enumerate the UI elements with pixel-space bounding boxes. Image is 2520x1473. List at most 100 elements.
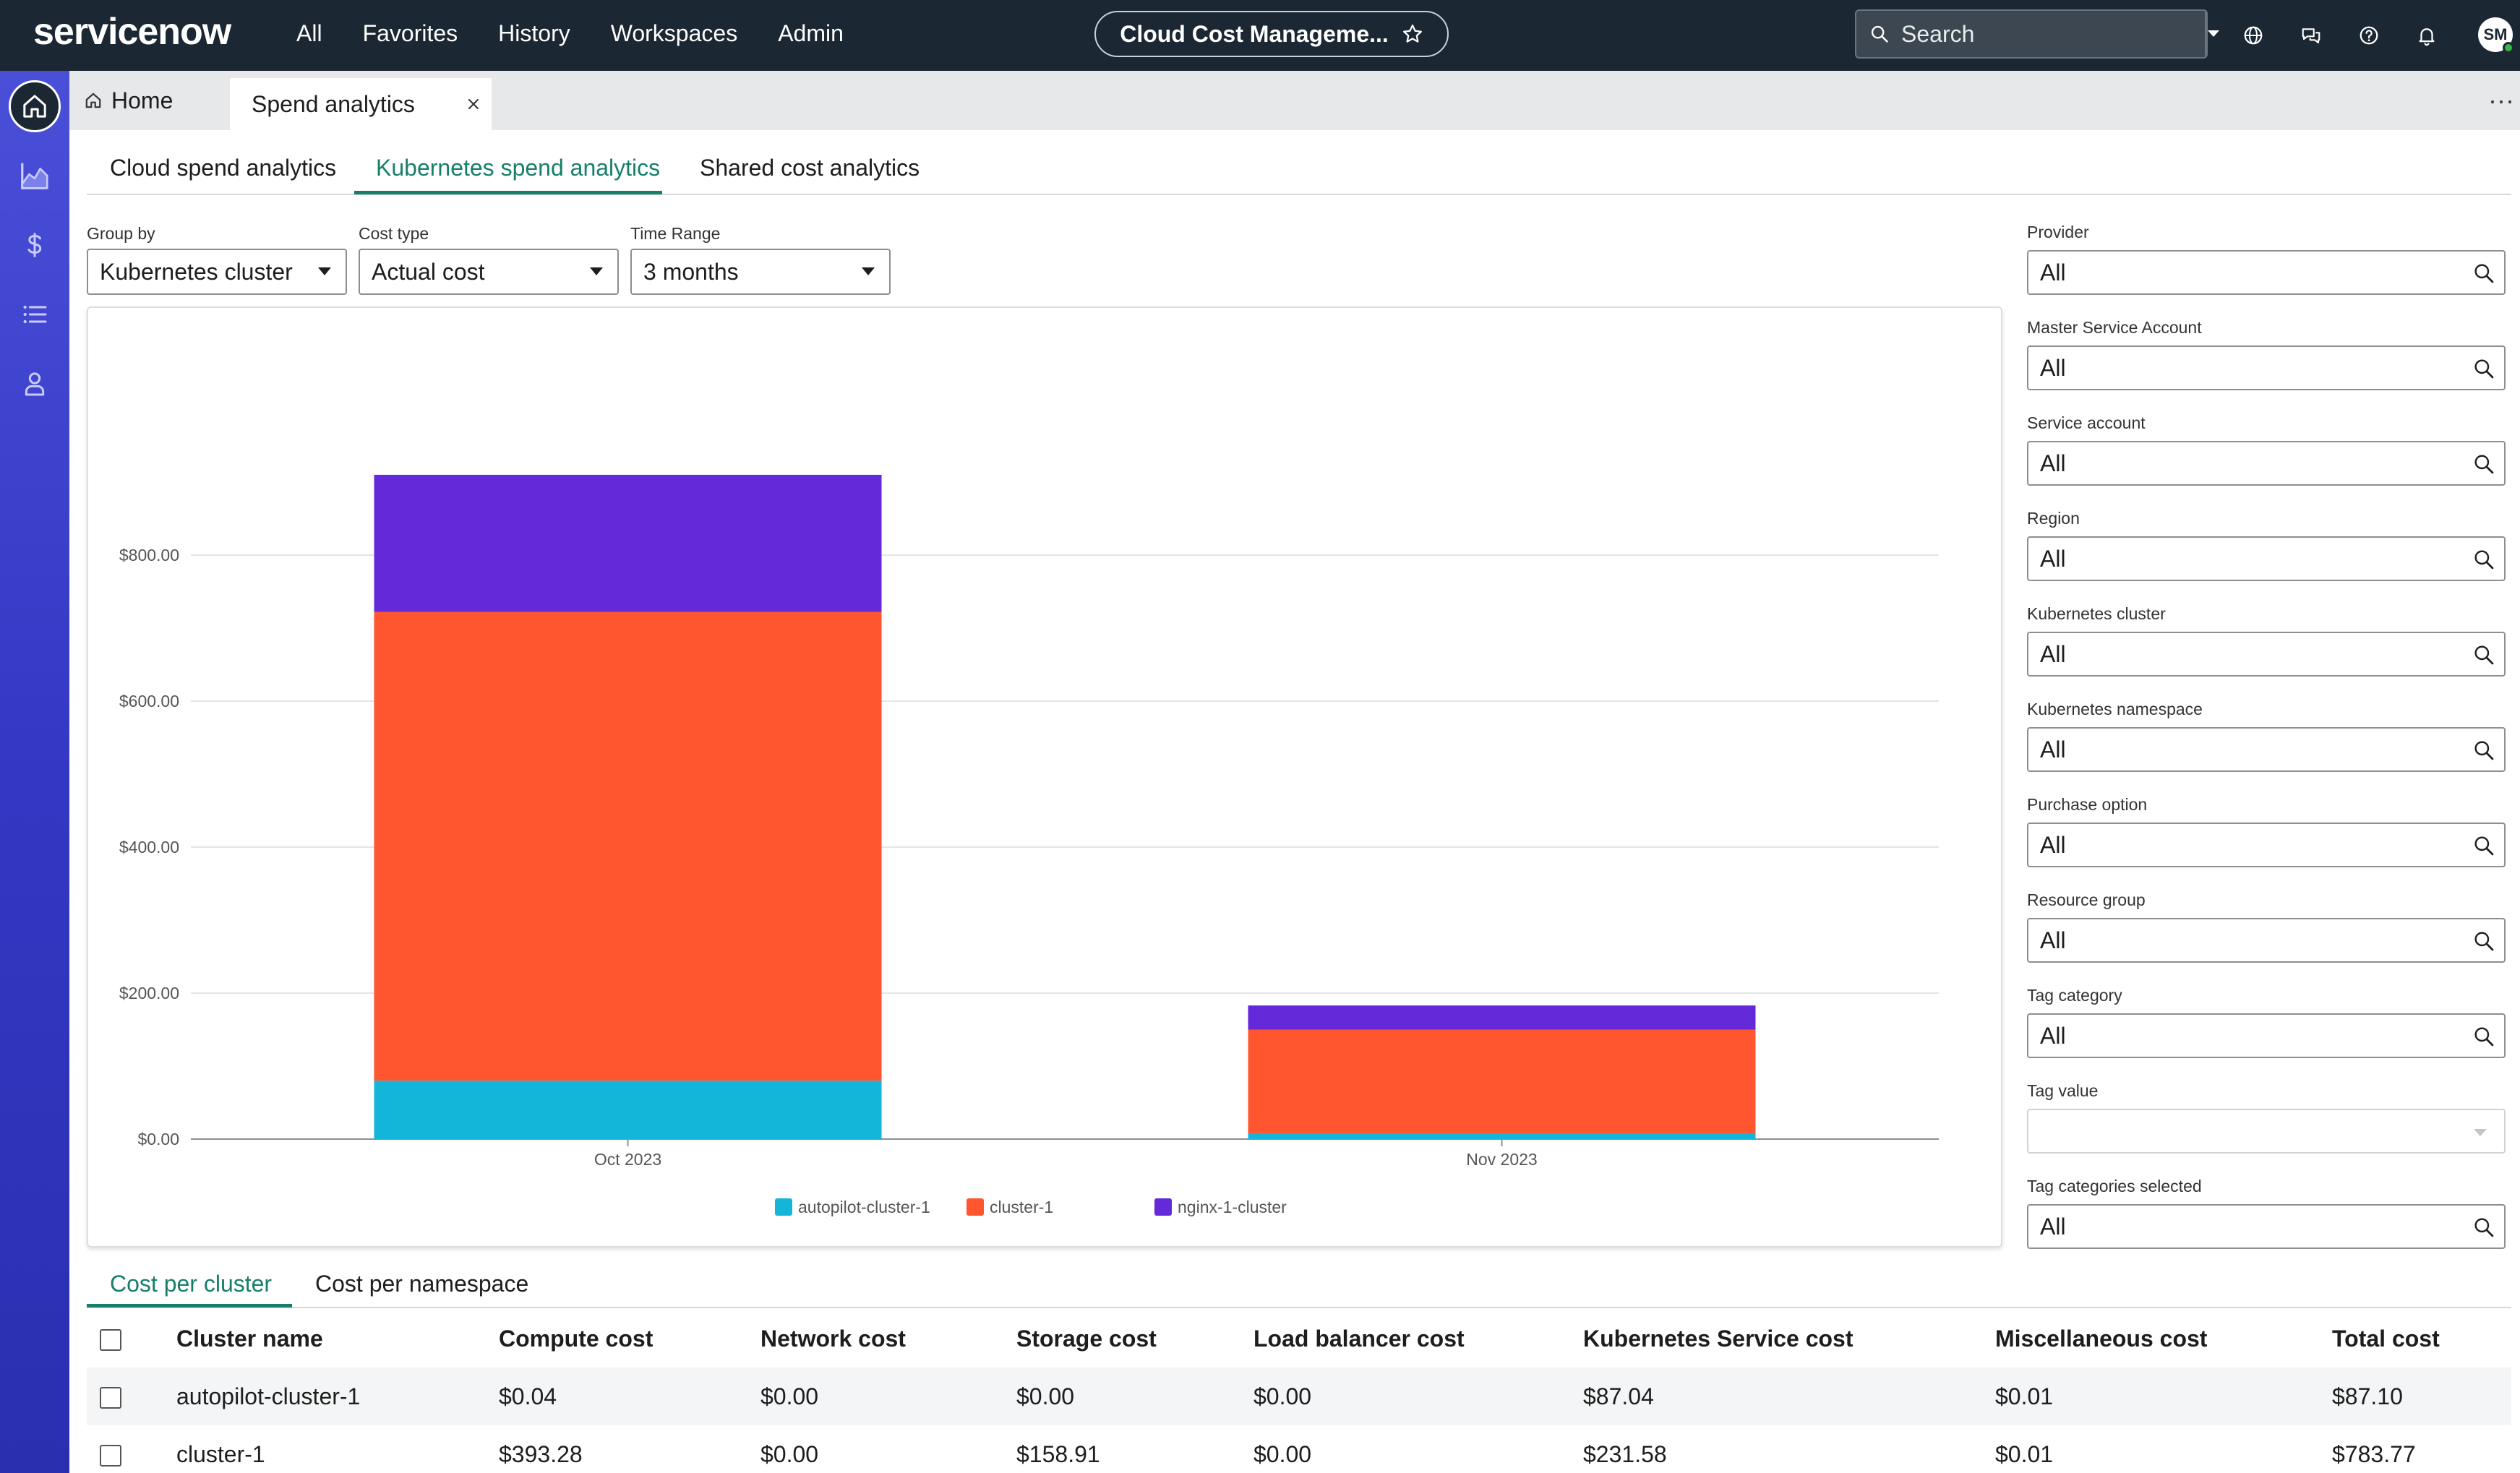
- cost-type-select[interactable]: Actual cost: [359, 249, 619, 295]
- col-cluster-name[interactable]: Cluster name: [176, 1325, 323, 1352]
- search-icon[interactable]: [2472, 929, 2495, 953]
- kubernetes-namespace-filter[interactable]: All: [2027, 727, 2506, 772]
- more-icon[interactable]: ···: [2488, 85, 2514, 115]
- cell-kubernetes-service-cost: $87.04: [1583, 1383, 1654, 1409]
- legend-swatch: [1154, 1198, 1172, 1216]
- cell-miscellaneous-cost: $0.01: [1995, 1383, 2054, 1409]
- row-checkbox[interactable]: [100, 1387, 121, 1409]
- active-tab-indicator: [354, 191, 662, 194]
- nav-history[interactable]: History: [498, 20, 570, 46]
- nav-all[interactable]: All: [296, 20, 322, 46]
- tab-kubernetes-spend[interactable]: Kubernetes spend analytics: [376, 155, 661, 181]
- active-tab-indicator: [87, 1304, 292, 1307]
- tag-value-filter[interactable]: [2027, 1109, 2506, 1154]
- tab-home[interactable]: Home: [84, 82, 173, 119]
- col-load-balancer-cost[interactable]: Load balancer cost: [1253, 1325, 1465, 1352]
- search-icon[interactable]: [2472, 834, 2495, 857]
- tag-category-value: All: [2040, 1022, 2066, 1049]
- search-scope-dropdown[interactable]: [2205, 11, 2221, 57]
- time-range-select[interactable]: 3 months: [630, 249, 891, 295]
- select-all-checkbox[interactable]: [100, 1329, 121, 1351]
- col-total-cost[interactable]: Total cost: [2332, 1325, 2440, 1352]
- cell-load-balancer-cost: $0.00: [1253, 1440, 1312, 1467]
- globe-icon[interactable]: [2237, 19, 2270, 52]
- legend-label: autopilot-cluster-1: [798, 1198, 930, 1216]
- servicenow-logo[interactable]: servicenow: [33, 11, 231, 53]
- provider-value: All: [2040, 259, 2066, 285]
- rail-cost[interactable]: [0, 220, 69, 270]
- user-avatar[interactable]: SM: [2478, 17, 2514, 53]
- resource-group-filter[interactable]: All: [2027, 918, 2506, 963]
- col-compute-cost[interactable]: Compute cost: [499, 1325, 653, 1352]
- tag-category-filter[interactable]: All: [2027, 1013, 2506, 1058]
- cell-storage-cost: $158.91: [1016, 1440, 1100, 1467]
- tab-shared-cost[interactable]: Shared cost analytics: [700, 155, 920, 181]
- rail-list[interactable]: [0, 289, 69, 340]
- rail-home[interactable]: [0, 80, 69, 132]
- search-icon[interactable]: [2472, 739, 2495, 762]
- region-filter[interactable]: All: [2027, 536, 2506, 581]
- search-icon[interactable]: [2472, 1216, 2495, 1239]
- home-icon: [85, 93, 101, 108]
- rail-user[interactable]: [0, 358, 69, 409]
- rail-analytics[interactable]: [0, 150, 69, 201]
- cell-cluster-name[interactable]: cluster-1: [176, 1440, 265, 1467]
- tag-categories-selected-value: All: [2040, 1213, 2066, 1240]
- home-icon: [9, 80, 61, 132]
- line-chart-icon: [21, 163, 48, 189]
- region-value: All: [2040, 545, 2066, 572]
- tag-categories-selected-filter[interactable]: All: [2027, 1204, 2506, 1249]
- master-service-account-label: Master Service Account: [2027, 318, 2202, 337]
- purchase-option-value: All: [2040, 831, 2066, 858]
- legend-swatch: [775, 1198, 792, 1216]
- bar-cluster-1-1: [1248, 1029, 1756, 1133]
- service-account-value: All: [2040, 450, 2066, 476]
- purchase-option-filter[interactable]: All: [2027, 823, 2506, 867]
- person-icon: [25, 372, 45, 396]
- y-tick-label: $600.00: [119, 692, 179, 710]
- cell-cluster-name[interactable]: autopilot-cluster-1: [176, 1383, 361, 1409]
- row-checkbox[interactable]: [100, 1445, 121, 1466]
- close-tab-button[interactable]: [455, 97, 492, 111]
- search-icon[interactable]: [2472, 262, 2495, 285]
- tab-cost-per-namespace[interactable]: Cost per namespace: [315, 1271, 529, 1297]
- search-icon[interactable]: [2472, 357, 2495, 380]
- analytics-tabs: Cloud spend analytics Kubernetes spend a…: [87, 142, 2511, 195]
- kubernetes-cluster-filter[interactable]: All: [2027, 632, 2506, 677]
- col-network-cost[interactable]: Network cost: [760, 1325, 906, 1352]
- search-icon[interactable]: [2472, 452, 2495, 476]
- master-service-account-filter[interactable]: All: [2027, 345, 2506, 390]
- nav-workspaces[interactable]: Workspaces: [610, 20, 738, 46]
- tab-spend-analytics[interactable]: Spend analytics: [230, 78, 492, 130]
- help-icon[interactable]: [2352, 19, 2386, 52]
- col-miscellaneous-cost[interactable]: Miscellaneous cost: [1995, 1325, 2208, 1352]
- nav-admin[interactable]: Admin: [778, 20, 844, 46]
- y-tick-label: $800.00: [119, 546, 179, 564]
- app-title-pill[interactable]: Cloud Cost Manageme...: [1094, 11, 1449, 57]
- search-icon[interactable]: [2472, 548, 2495, 571]
- x-tick-label: Oct 2023: [594, 1150, 661, 1169]
- bar-nginx-1-cluster-1: [1248, 1005, 1756, 1030]
- group-by-select[interactable]: Kubernetes cluster: [87, 249, 347, 295]
- col-kubernetes-service-cost[interactable]: Kubernetes Service cost: [1583, 1325, 1853, 1352]
- star-icon[interactable]: [1402, 23, 1423, 45]
- provider-filter[interactable]: All: [2027, 250, 2506, 295]
- nav-favorites[interactable]: Favorites: [362, 20, 458, 46]
- kubernetes-cluster-label: Kubernetes cluster: [2027, 604, 2166, 623]
- table-row[interactable]: autopilot-cluster-1 $0.04 $0.00 $0.00 $0…: [87, 1367, 2511, 1425]
- tag-categories-selected-label: Tag categories selected: [2027, 1177, 2202, 1195]
- x-tick-label: Nov 2023: [1466, 1150, 1537, 1169]
- tab-cost-per-cluster[interactable]: Cost per cluster: [110, 1271, 273, 1297]
- kubernetes-namespace-value: All: [2040, 736, 2066, 763]
- search-input[interactable]: [1901, 20, 2205, 48]
- table-row[interactable]: cluster-1 $393.28 $0.00 $158.91 $0.00 $2…: [87, 1425, 2511, 1473]
- search-icon[interactable]: [2472, 1025, 2495, 1048]
- service-account-filter[interactable]: All: [2027, 441, 2506, 486]
- chat-icon[interactable]: [2294, 19, 2328, 52]
- search-icon[interactable]: [2472, 643, 2495, 666]
- cell-compute-cost: $393.28: [499, 1440, 583, 1467]
- tab-cloud-spend[interactable]: Cloud spend analytics: [110, 155, 337, 181]
- col-storage-cost[interactable]: Storage cost: [1016, 1325, 1157, 1352]
- close-icon: [468, 99, 479, 109]
- bell-icon[interactable]: [2410, 19, 2443, 52]
